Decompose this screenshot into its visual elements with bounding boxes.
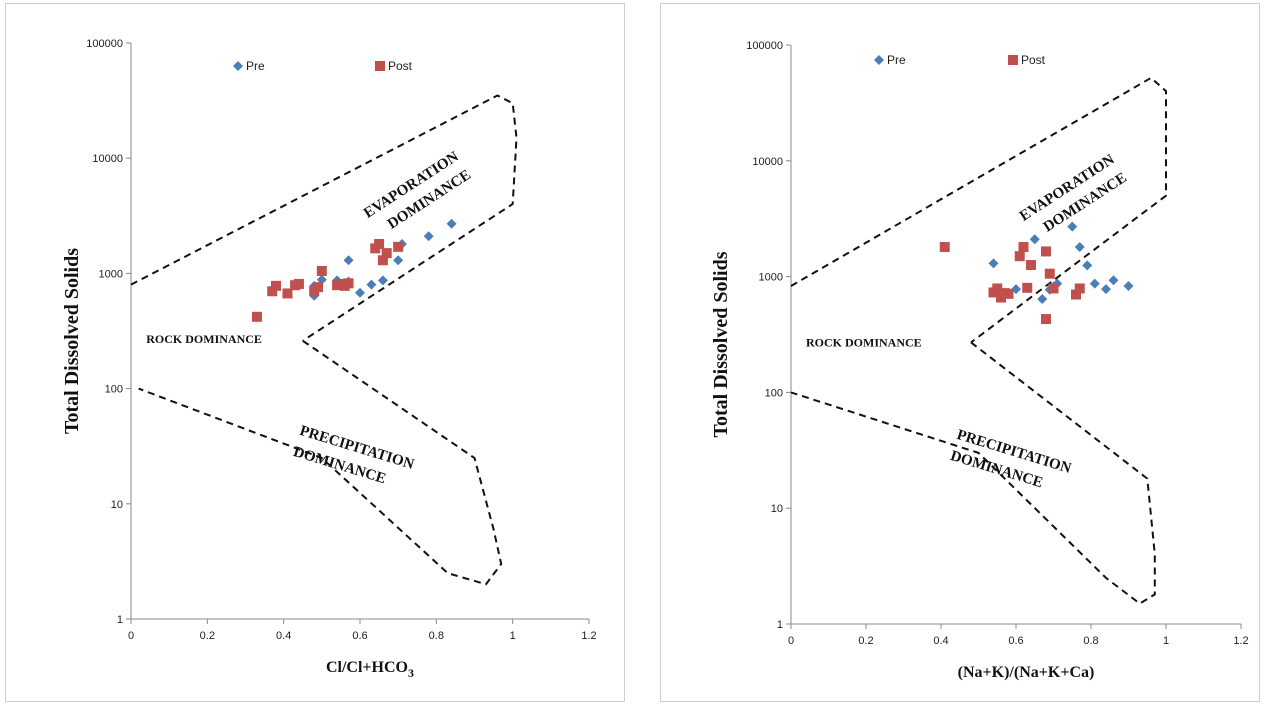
x-tick-label: 0.2 bbox=[858, 635, 873, 647]
pre-point bbox=[988, 258, 999, 269]
y-tick-label: 10 bbox=[771, 503, 783, 515]
x-axis-title: (Na+K)/(Na+K+Ca) bbox=[958, 664, 1095, 681]
pre-point bbox=[1123, 280, 1134, 291]
y-tick-label: 100000 bbox=[86, 38, 123, 50]
pre-point bbox=[1082, 260, 1093, 271]
pre-point bbox=[1108, 275, 1119, 286]
post-point bbox=[374, 238, 385, 249]
x-tick-label: 0.8 bbox=[1083, 635, 1098, 647]
post-point bbox=[293, 278, 304, 289]
pre-point bbox=[446, 218, 457, 229]
pre-point bbox=[393, 255, 404, 266]
legend-pre-label: Pre bbox=[246, 59, 265, 73]
legend-post-marker bbox=[375, 61, 385, 71]
post-point bbox=[267, 286, 278, 297]
post-point bbox=[992, 283, 1003, 294]
precipitation-boundary bbox=[138, 339, 503, 586]
y-axis-title: Total Dissolved Solids bbox=[61, 248, 83, 434]
post-point bbox=[313, 282, 324, 293]
pre-point bbox=[1089, 278, 1100, 289]
post-point bbox=[1022, 282, 1033, 293]
y-tick-label: 100 bbox=[765, 387, 783, 399]
pre-point bbox=[1029, 234, 1040, 245]
post-point bbox=[343, 278, 354, 289]
pre-point bbox=[1037, 294, 1048, 305]
post-point bbox=[282, 288, 293, 299]
y-tick-label: 1 bbox=[117, 614, 123, 626]
post-point bbox=[1014, 251, 1025, 262]
evaporation-boundary bbox=[130, 94, 518, 342]
x-tick-label: 1.2 bbox=[581, 630, 596, 642]
evaporation-label: EVAPORATIONDOMINANCE bbox=[361, 149, 474, 241]
y-tick-label: 100 bbox=[105, 384, 123, 396]
evaporation-boundary bbox=[790, 76, 1167, 344]
x-tick-label: 0.4 bbox=[933, 635, 948, 647]
legend-pre-marker bbox=[874, 55, 884, 65]
pre-point bbox=[423, 231, 434, 242]
chart-panel-right: 0 0.2 0.4 0.6 0.8 1 1.2 1 10 100 1000 10000 100000 To… bbox=[660, 3, 1260, 702]
legend-pre-label: Pre bbox=[887, 53, 906, 67]
post-point bbox=[1044, 268, 1055, 279]
post-point bbox=[381, 248, 392, 259]
legend-post-label: Post bbox=[1021, 53, 1046, 67]
y-tick-label: 1000 bbox=[99, 268, 123, 280]
post-point bbox=[251, 311, 262, 322]
y-tick-label: 10000 bbox=[92, 153, 123, 165]
pre-point bbox=[355, 287, 365, 298]
post-point bbox=[1041, 314, 1051, 325]
pre-point bbox=[1074, 242, 1085, 253]
post-point bbox=[1026, 259, 1036, 270]
post-point bbox=[1048, 283, 1059, 294]
y-tick-label: 1 bbox=[777, 619, 783, 631]
post-point bbox=[1071, 289, 1081, 300]
post-point bbox=[1018, 242, 1029, 253]
legend-post-label: Post bbox=[388, 59, 413, 73]
x-axis-title: Cl/Cl+HCO3 bbox=[326, 659, 414, 680]
x-tick-label: 0.2 bbox=[200, 630, 215, 642]
post-point bbox=[393, 241, 404, 252]
legend-post-marker bbox=[1008, 55, 1018, 65]
post-point bbox=[271, 280, 282, 291]
post-point bbox=[1041, 246, 1051, 257]
pre-point bbox=[343, 255, 354, 266]
post-point bbox=[939, 242, 950, 253]
precipitation-label: PRECIPITATIONDOMINANCE bbox=[291, 423, 416, 494]
post-point bbox=[1003, 288, 1014, 299]
x-tick-label: 1 bbox=[510, 630, 516, 642]
y-tick-label: 10 bbox=[111, 499, 123, 511]
pre-point bbox=[1067, 221, 1078, 232]
x-tick-label: 0 bbox=[128, 630, 134, 642]
x-tick-label: 1 bbox=[1163, 635, 1169, 647]
legend-pre-marker bbox=[233, 61, 243, 71]
x-tick-label: 0.6 bbox=[352, 630, 367, 642]
post-point bbox=[316, 265, 327, 276]
pre-point bbox=[377, 275, 388, 286]
y-tick-label: 100000 bbox=[746, 40, 783, 52]
x-tick-label: 0.8 bbox=[429, 630, 444, 642]
pre-point bbox=[366, 279, 377, 290]
post-point bbox=[377, 255, 388, 266]
x-tick-label: 0 bbox=[788, 635, 794, 647]
chart-right-svg: 0 0.2 0.4 0.6 0.8 1 1.2 1 10 100 1000 10000 100000 To… bbox=[710, 40, 1249, 681]
x-tick-label: 0.4 bbox=[276, 630, 291, 642]
y-tick-label: 10000 bbox=[752, 156, 783, 168]
x-tick-label: 0.6 bbox=[1008, 635, 1023, 647]
rock-dominance-label: ROCK DOMINANCE bbox=[806, 335, 922, 349]
precipitation-label: PRECIPITATIONDOMINANCE bbox=[948, 427, 1073, 498]
rock-dominance-label: ROCK DOMINANCE bbox=[146, 332, 262, 346]
y-axis-title: Total Dissolved Solids bbox=[710, 251, 732, 437]
chart-panel-left: 0 0.2 0.4 0.6 0.8 1 1.2 1 10 100 1000 10000 100000 To… bbox=[5, 3, 625, 702]
pre-point bbox=[1101, 284, 1111, 295]
precipitation-boundary bbox=[790, 341, 1156, 605]
y-tick-label: 1000 bbox=[759, 272, 783, 284]
x-tick-label: 1.2 bbox=[1233, 635, 1248, 647]
chart-left-svg: 0 0.2 0.4 0.6 0.8 1 1.2 1 10 100 1000 10000 100000 To… bbox=[61, 38, 597, 680]
post-point bbox=[1074, 283, 1085, 294]
